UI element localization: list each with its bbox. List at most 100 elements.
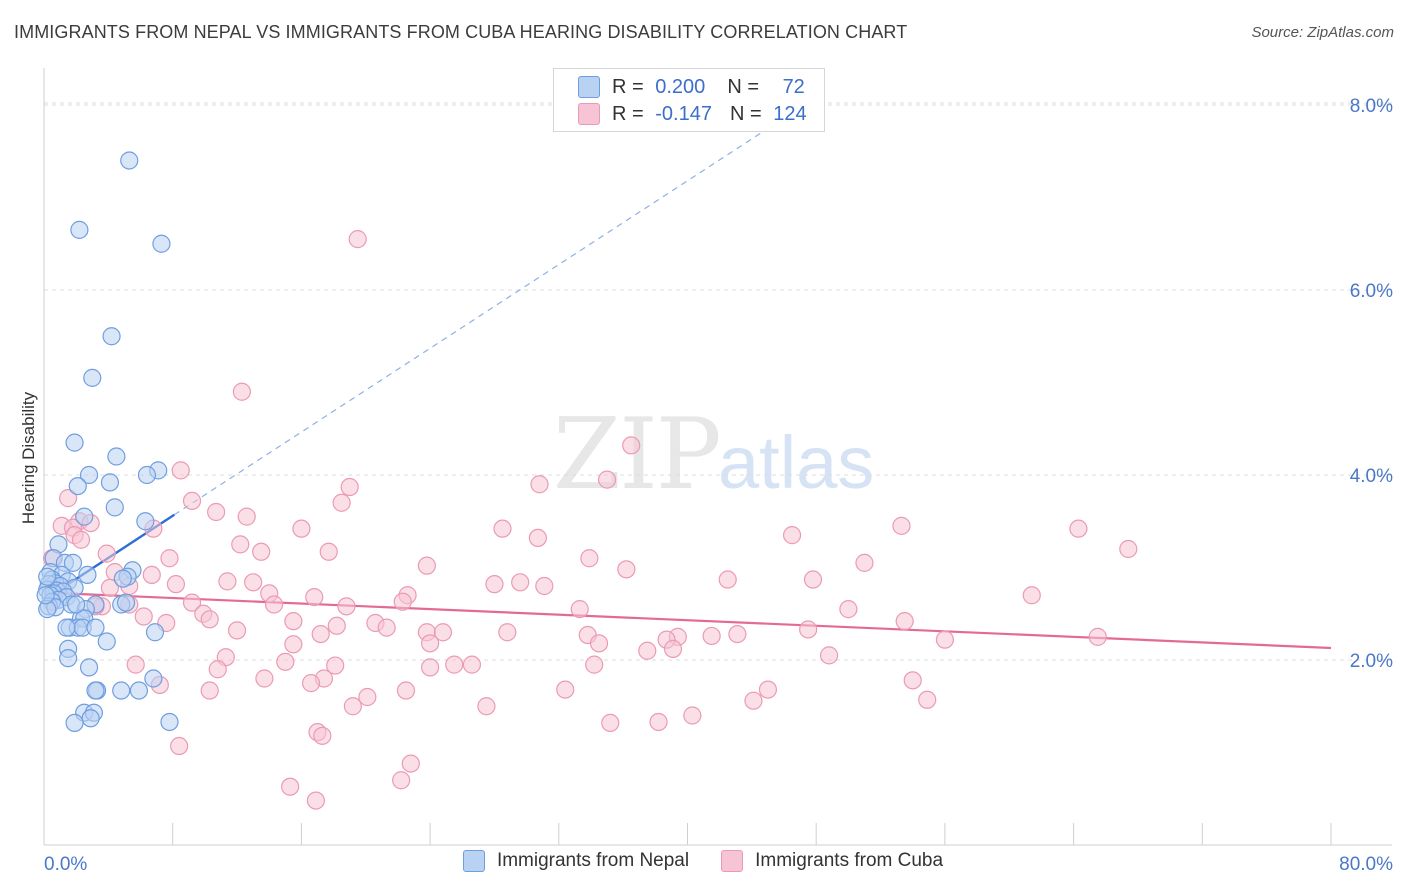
point-cuba	[171, 461, 190, 480]
point-cuba	[200, 681, 219, 700]
point-nepal	[113, 569, 132, 588]
x-tick-label-max: 80.0%	[1339, 854, 1393, 875]
point-cuba	[589, 634, 609, 653]
correlation-legend: R = 0.200 N = 72 R = -0.147 N = 124	[553, 68, 825, 132]
series-legend-cuba: Immigrants from Cuba	[721, 850, 943, 872]
point-cuba	[292, 519, 311, 538]
point-nepal	[65, 713, 84, 733]
point-cuba	[232, 382, 251, 401]
point-nepal	[70, 220, 89, 239]
point-cuba	[530, 475, 549, 494]
point-cuba	[255, 669, 274, 688]
point-cuba	[252, 542, 271, 561]
point-nepal	[67, 595, 86, 614]
point-nepal	[160, 712, 179, 732]
point-cuba	[170, 736, 189, 756]
point-cuba	[392, 771, 411, 790]
point-cuba	[421, 634, 440, 653]
point-cuba	[200, 610, 219, 629]
point-cuba	[343, 697, 362, 716]
point-cuba	[313, 726, 332, 745]
series-label-nepal: Immigrants from Nepal	[496, 850, 690, 871]
point-nepal	[116, 593, 136, 612]
point-nepal	[105, 498, 124, 517]
point-cuba	[182, 593, 202, 612]
point-cuba	[597, 470, 617, 489]
point-cuba	[782, 526, 802, 545]
point-cuba	[264, 595, 284, 614]
trend-line-nepal-extension	[173, 117, 785, 516]
point-cuba	[895, 612, 914, 631]
tick-labels: 2.0% 4.0% 6.0% 8.0% 0.0% 80.0%	[44, 96, 1393, 875]
legend-r-label: R =	[612, 75, 650, 98]
series-legend: Immigrants from Nepal Immigrants from Cu…	[0, 850, 1406, 872]
point-nepal	[129, 681, 149, 700]
point-cuba	[358, 687, 377, 707]
point-nepal	[86, 618, 105, 637]
point-cuba	[182, 491, 202, 510]
point-nepal	[75, 507, 94, 526]
point-cuba	[445, 655, 464, 674]
point-cuba	[100, 578, 120, 597]
point-nepal	[78, 565, 97, 585]
point-cuba	[231, 535, 250, 554]
point-nepal	[152, 234, 171, 253]
x-tick-label-min: 0.0%	[44, 854, 87, 875]
point-cuba	[126, 655, 145, 674]
legend-r-value-nepal: 0.200	[655, 75, 706, 98]
legend-n-label: N =	[727, 75, 765, 98]
point-cuba	[327, 616, 346, 635]
chart-source: Source: ZipAtlas.com	[1251, 24, 1394, 41]
point-cuba	[702, 626, 721, 646]
point-cuba	[638, 641, 657, 660]
point-cuba	[337, 597, 356, 616]
point-cuba	[622, 436, 641, 455]
point-cuba	[319, 542, 338, 561]
point-nepal	[59, 649, 78, 668]
point-cuba	[570, 600, 589, 619]
point-cuba	[462, 655, 482, 674]
y-tick-label: 8.0%	[1350, 96, 1393, 117]
legend-n-label: N =	[729, 102, 768, 125]
point-nepal	[38, 567, 57, 586]
point-cuba	[803, 570, 823, 589]
legend-row-nepal: R = 0.200 N = 72	[578, 75, 805, 99]
point-cuba	[276, 652, 295, 671]
point-cuba	[580, 549, 599, 568]
point-cuba	[718, 570, 737, 589]
point-cuba	[348, 230, 367, 249]
y-axis-label: Hearing Disability	[19, 391, 38, 524]
point-nepal	[65, 433, 84, 452]
point-nepal	[86, 681, 105, 700]
trend-lines	[43, 117, 1332, 650]
point-nepal	[79, 465, 99, 485]
point-cuba	[311, 624, 330, 644]
series-swatch-nepal	[462, 850, 485, 872]
point-cuba	[535, 576, 554, 596]
point-cuba	[1119, 539, 1138, 559]
point-nepal	[79, 658, 99, 677]
point-cuba	[218, 572, 237, 591]
point-cuba	[617, 560, 636, 579]
point-cuba	[208, 660, 227, 679]
point-cuba	[306, 791, 325, 810]
point-cuba	[237, 507, 256, 526]
point-cuba	[393, 592, 412, 611]
legend-r-value-cuba: -0.147	[655, 102, 712, 125]
point-cuba	[71, 530, 91, 549]
point-cuba	[244, 573, 263, 592]
point-cuba	[1022, 586, 1041, 605]
point-cuba	[417, 556, 436, 575]
chart-title: IMMIGRANTS FROM NEPAL VS IMMIGRANTS FROM…	[14, 22, 908, 42]
point-cuba	[59, 489, 78, 508]
point-cuba	[377, 618, 396, 637]
point-cuba	[1088, 627, 1107, 646]
point-cuba	[301, 674, 321, 693]
points-cuba	[42, 230, 1138, 810]
point-cuba	[528, 528, 547, 548]
point-cuba	[401, 754, 420, 773]
point-cuba	[281, 777, 300, 796]
axes	[43, 68, 1392, 846]
point-cuba	[396, 681, 416, 700]
